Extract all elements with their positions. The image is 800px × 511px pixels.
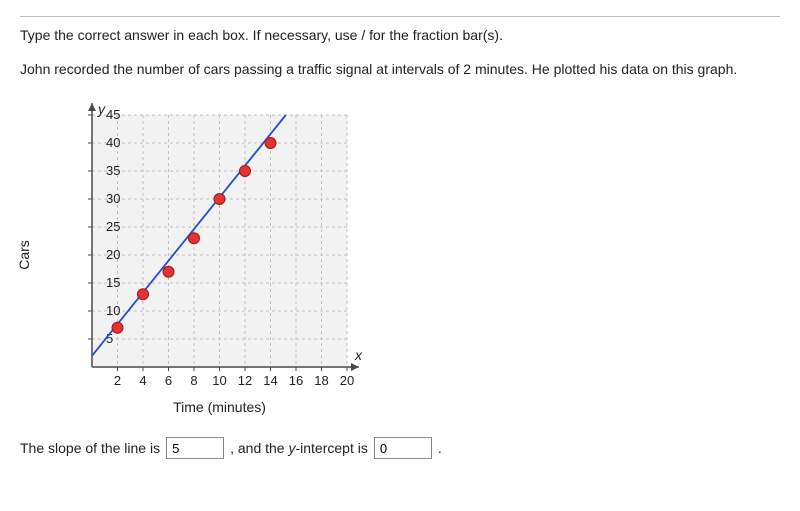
chart-svg: 246810121416182051015202530354045 [42,95,382,415]
x-axis-letter: x [355,347,362,363]
intercept-input[interactable] [374,437,432,459]
svg-text:4: 4 [139,373,146,388]
prompt-text: John recorded the number of cars passing… [20,61,780,77]
svg-text:10: 10 [106,303,120,318]
instruction-text: Type the correct answer in each box. If … [20,27,780,43]
answer-sentence: The slope of the line is , and the y-int… [20,437,780,459]
svg-text:15: 15 [106,275,120,290]
svg-text:40: 40 [106,135,120,150]
answer-pre: The slope of the line is [20,440,160,456]
y-axis-letter: y [98,101,105,117]
answer-mid-text: , and the [230,440,288,456]
svg-text:20: 20 [106,247,120,262]
svg-text:12: 12 [238,373,252,388]
svg-text:35: 35 [106,163,120,178]
answer-mid: , and the y-intercept is [230,440,368,456]
svg-text:25: 25 [106,219,120,234]
svg-text:20: 20 [340,373,354,388]
svg-text:45: 45 [106,107,120,122]
svg-text:2: 2 [114,373,121,388]
slope-input[interactable] [166,437,224,459]
y-axis-title: Cars [16,240,32,270]
answer-post: . [438,440,442,456]
svg-text:30: 30 [106,191,120,206]
svg-text:14: 14 [263,373,277,388]
svg-text:8: 8 [190,373,197,388]
chart-container: Cars y x 2468101214161820510152025303540… [42,95,382,415]
svg-text:18: 18 [314,373,328,388]
svg-text:16: 16 [289,373,303,388]
answer-mid2: -intercept is [295,440,367,456]
x-axis-title: Time (minutes) [173,399,266,415]
svg-text:10: 10 [212,373,226,388]
svg-text:6: 6 [165,373,172,388]
